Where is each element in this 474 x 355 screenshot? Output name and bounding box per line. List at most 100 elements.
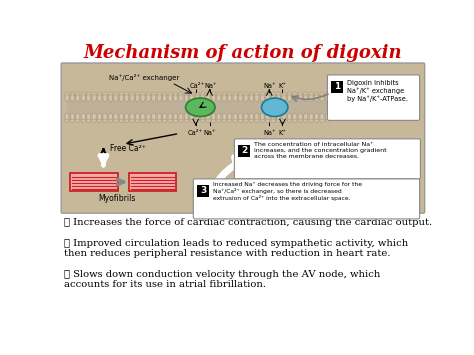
Ellipse shape [136,92,140,97]
Ellipse shape [130,113,134,120]
Ellipse shape [320,117,324,123]
Ellipse shape [184,113,189,120]
Ellipse shape [157,117,161,123]
Ellipse shape [141,94,145,102]
Ellipse shape [201,117,205,123]
Ellipse shape [168,117,172,123]
Ellipse shape [217,117,221,123]
Ellipse shape [271,117,275,123]
Text: Increased Na⁺ decreases the driving force for the
Na⁺/Ca²⁺ exchanger, so there i: Increased Na⁺ decreases the driving forc… [213,182,362,201]
Ellipse shape [255,92,259,97]
Ellipse shape [244,117,248,123]
Ellipse shape [217,92,221,97]
Text: Na⁺: Na⁺ [263,130,275,136]
Ellipse shape [141,92,145,97]
Ellipse shape [287,94,292,102]
Ellipse shape [293,92,297,97]
Ellipse shape [211,113,216,120]
Ellipse shape [222,92,227,97]
Text: K⁺: K⁺ [279,130,286,136]
Ellipse shape [282,94,286,102]
Ellipse shape [325,117,329,123]
Ellipse shape [233,92,237,97]
Ellipse shape [276,117,281,123]
Ellipse shape [287,92,292,97]
Ellipse shape [92,94,96,102]
Ellipse shape [228,117,232,123]
Ellipse shape [255,94,259,102]
Text: Myofibrils: Myofibrils [99,194,136,203]
Ellipse shape [70,113,74,120]
Ellipse shape [119,92,123,97]
Ellipse shape [298,94,302,102]
Ellipse shape [65,113,69,120]
Text: ❖ Slows down conduction velocity through the AV node, which
accounts for its use: ❖ Slows down conduction velocity through… [64,270,380,289]
Ellipse shape [201,92,205,97]
Ellipse shape [103,92,107,97]
Ellipse shape [325,94,329,102]
Ellipse shape [114,117,118,123]
Ellipse shape [298,117,302,123]
Ellipse shape [309,117,313,123]
Ellipse shape [119,94,123,102]
Text: 1: 1 [334,82,340,91]
Text: Digoxin inhibits
Na⁺/K⁺ exchange
by Na⁺/K⁺-ATPase.: Digoxin inhibits Na⁺/K⁺ exchange by Na⁺/… [347,80,408,102]
Ellipse shape [309,94,313,102]
Text: Na⁺: Na⁺ [205,83,218,89]
Ellipse shape [244,94,248,102]
Ellipse shape [255,113,259,120]
Ellipse shape [130,117,134,123]
Ellipse shape [222,94,227,102]
Ellipse shape [81,113,85,120]
Ellipse shape [179,94,183,102]
Ellipse shape [282,92,286,97]
Ellipse shape [325,92,329,97]
Ellipse shape [81,94,85,102]
Text: ❖ Improved circulation leads to reduced sympathetic activity, which
then reduces: ❖ Improved circulation leads to reduced … [64,239,408,258]
Text: Na⁺: Na⁺ [264,83,276,89]
Ellipse shape [206,113,210,120]
Ellipse shape [298,92,302,97]
Ellipse shape [217,94,221,102]
Text: Ca²⁺: Ca²⁺ [190,83,205,89]
Ellipse shape [201,113,205,120]
Ellipse shape [303,117,308,123]
Text: K⁺: K⁺ [279,83,286,89]
FancyBboxPatch shape [193,179,419,219]
Text: 3: 3 [200,186,206,195]
Ellipse shape [70,92,74,97]
Ellipse shape [103,113,107,120]
Ellipse shape [125,117,129,123]
Ellipse shape [179,92,183,97]
Ellipse shape [244,92,248,97]
Ellipse shape [217,113,221,120]
Ellipse shape [163,113,167,120]
FancyBboxPatch shape [197,185,209,197]
Ellipse shape [287,117,292,123]
Ellipse shape [190,92,194,97]
Ellipse shape [173,117,178,123]
Ellipse shape [179,117,183,123]
Ellipse shape [184,94,189,102]
Ellipse shape [222,113,227,120]
Ellipse shape [271,113,275,120]
Ellipse shape [125,113,129,120]
Ellipse shape [173,113,178,120]
Ellipse shape [276,94,281,102]
Text: Ca²⁺: Ca²⁺ [188,130,203,136]
Ellipse shape [249,113,254,120]
Ellipse shape [244,113,248,120]
Ellipse shape [233,117,237,123]
Ellipse shape [152,94,156,102]
Ellipse shape [87,113,91,120]
Ellipse shape [293,117,297,123]
Ellipse shape [325,113,329,120]
Ellipse shape [265,117,270,123]
Text: Free Ca²⁺: Free Ca²⁺ [109,144,146,153]
Ellipse shape [108,113,112,120]
Ellipse shape [228,113,232,120]
FancyBboxPatch shape [128,173,176,191]
Ellipse shape [98,117,102,123]
Ellipse shape [228,92,232,97]
Ellipse shape [195,117,200,123]
